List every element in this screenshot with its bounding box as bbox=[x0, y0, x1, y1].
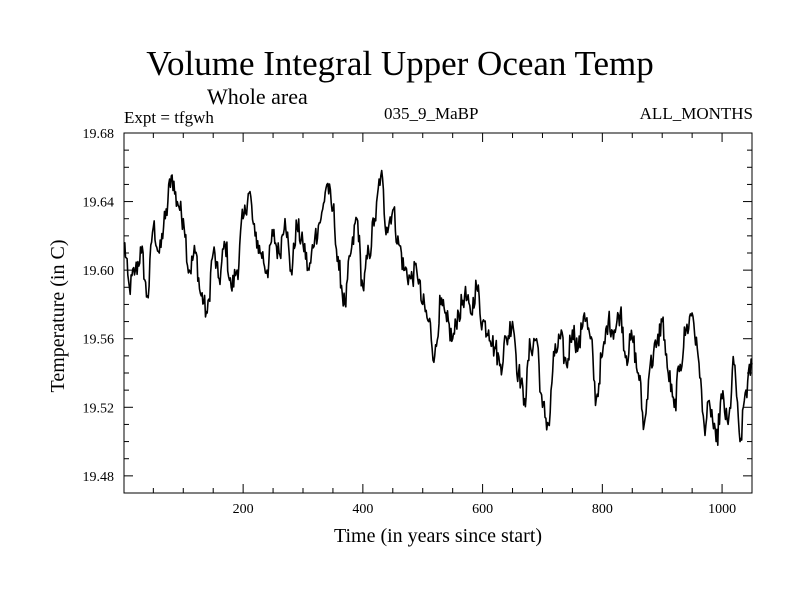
x-tick-label: 800 bbox=[592, 502, 613, 517]
tick-marks bbox=[124, 132, 753, 494]
y-tick-label: 19.56 bbox=[83, 333, 115, 348]
x-axis-label: Time (in years since start) bbox=[333, 525, 543, 547]
y-tick-label: 19.64 bbox=[83, 196, 115, 211]
months-label: ALL_MONTHS bbox=[639, 104, 753, 123]
x-tick-label: 200 bbox=[233, 502, 254, 517]
tick-labels: 200 400 600 800 1000 19.48 19.52 19.56 19.60 19.6… bbox=[83, 127, 737, 517]
y-axis-label: Temperature (in C) bbox=[47, 239, 69, 393]
experiment-label: Expt = tfgwh bbox=[124, 108, 214, 127]
y-tick-label: 19.60 bbox=[83, 264, 115, 279]
x-tick-label: 600 bbox=[472, 502, 493, 517]
run-label: 035_9_MaBP bbox=[384, 104, 479, 123]
y-tick-label: 19.68 bbox=[83, 127, 115, 142]
chart-title: Volume Integral Upper Ocean Temp bbox=[146, 44, 654, 83]
y-tick-label: 19.48 bbox=[83, 470, 115, 485]
plot-frame bbox=[123, 132, 753, 494]
chart-subtitle: Whole area bbox=[207, 84, 308, 109]
x-tick-label: 400 bbox=[352, 502, 373, 517]
x-tick-label: 1000 bbox=[708, 502, 736, 517]
y-tick-label: 19.52 bbox=[83, 401, 115, 416]
series-line bbox=[123, 169, 753, 446]
